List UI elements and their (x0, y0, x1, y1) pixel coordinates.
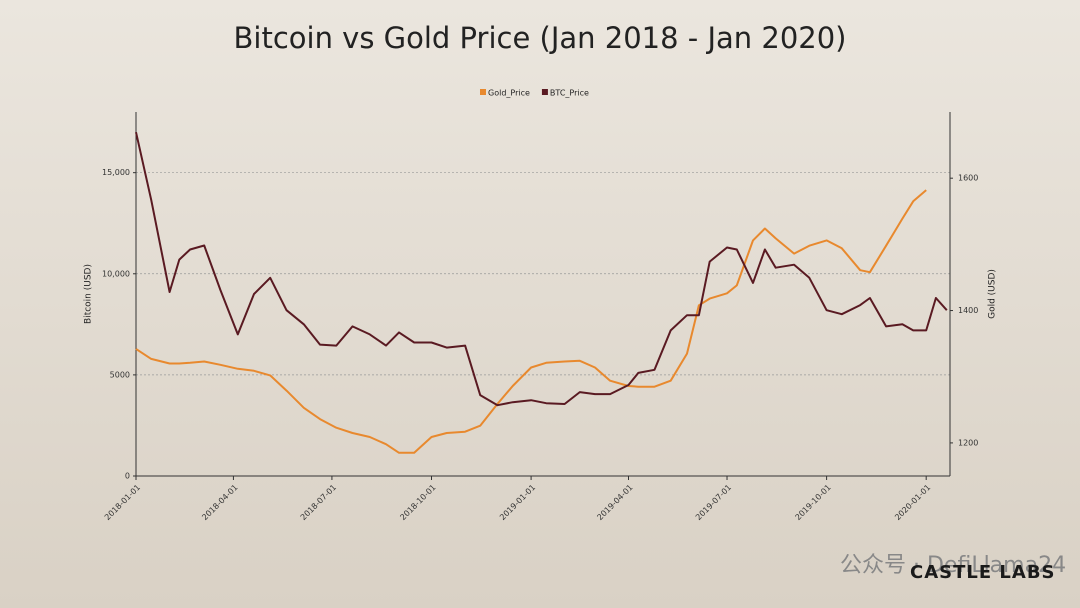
series-line (135, 131, 948, 407)
y-tick-label: 5000 (110, 370, 130, 379)
y2-tick-label: 1600 (958, 174, 978, 183)
legend-label: BTC_Price (550, 89, 589, 98)
series-line (135, 189, 927, 454)
legend-label: Gold_Price (488, 89, 530, 98)
y-tick-label: 15,000 (102, 168, 130, 177)
legend-swatch (541, 89, 548, 95)
legend-swatch (480, 89, 486, 95)
y2-axis-label: Gold (USD) (988, 269, 998, 319)
y2-tick-label: 1200 (958, 438, 978, 447)
y-tick-label: 10,000 (102, 269, 130, 278)
y2-tick-label: 1400 (958, 306, 978, 315)
y-axis-label: Bitcoin (USD) (84, 264, 94, 324)
watermark: 公众号 · DefiLlama24 (840, 553, 1066, 578)
chart-title: Bitcoin vs Gold Price (Jan 2018 - Jan 20… (234, 21, 847, 55)
brand: CASTLE LABS (910, 562, 1056, 583)
y-tick-label: 0 (125, 472, 130, 481)
